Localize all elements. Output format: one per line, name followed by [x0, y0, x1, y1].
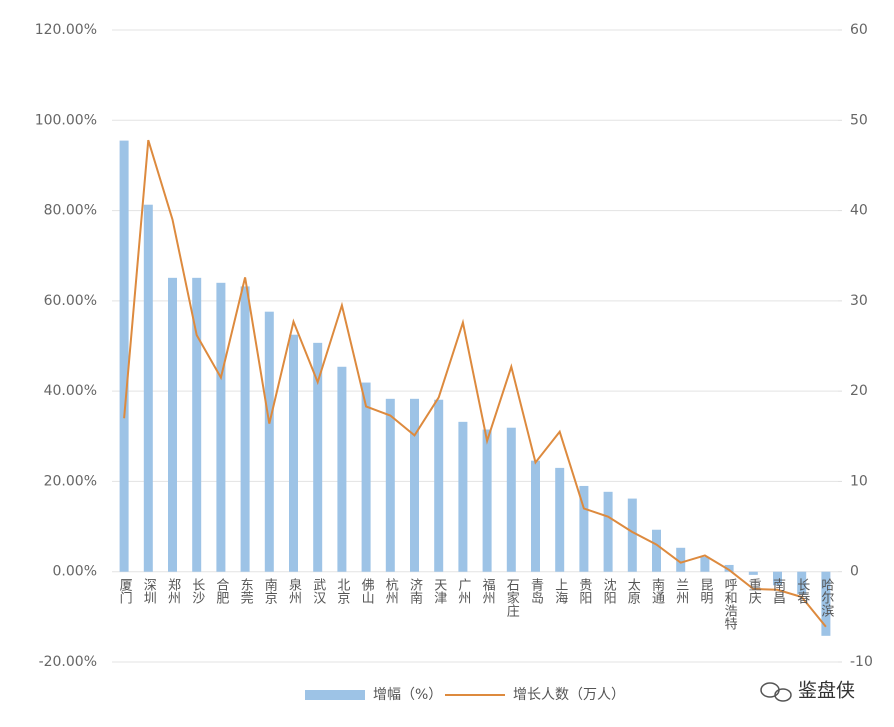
- bar: [603, 491, 613, 572]
- bar: [337, 366, 347, 572]
- x-tick-label: 兰州: [673, 578, 689, 604]
- x-tick-label: 南京: [262, 577, 278, 604]
- legend-swatch: [305, 690, 365, 700]
- legend-label: 增幅（%）: [373, 687, 442, 703]
- x-tick-label: 深圳: [141, 578, 157, 604]
- y-tick-label: -20.00%: [39, 654, 97, 670]
- bar: [216, 282, 226, 572]
- x-tick-label: 东莞: [238, 578, 254, 605]
- bar: [434, 399, 444, 572]
- x-tick-label: 哈尔滨: [818, 578, 834, 617]
- y2-tick-label: 10: [850, 473, 868, 489]
- x-tick-label: 南通: [649, 577, 665, 604]
- bar: [652, 529, 661, 572]
- x-tick-label: 广州: [455, 578, 471, 604]
- bar: [482, 429, 492, 572]
- y-tick-label: 0.00%: [53, 564, 97, 580]
- x-tick-label: 厦门: [117, 578, 133, 604]
- watermark: 鉴盘侠: [798, 680, 855, 702]
- x-tick-label: 南昌: [770, 577, 786, 604]
- y2-tick-label: 40: [850, 203, 868, 219]
- bar: [773, 571, 782, 586]
- x-tick-label: 太原: [625, 578, 641, 604]
- line: [123, 139, 827, 628]
- y2-tick-label: 50: [850, 112, 868, 128]
- bar: [361, 382, 371, 572]
- bar: [289, 334, 298, 572]
- bar: [676, 547, 686, 572]
- x-tick-label: 沈阳: [601, 578, 617, 604]
- bar: [143, 204, 153, 572]
- y-tick-label: 100.00%: [35, 112, 97, 128]
- y-tick-label: 40.00%: [44, 383, 97, 399]
- y2-tick-label: 20: [850, 383, 868, 399]
- bar: [748, 571, 758, 575]
- bar: [821, 571, 831, 636]
- y-tick-label: 60.00%: [44, 293, 97, 309]
- y-tick-label: 80.00%: [44, 203, 97, 219]
- bar: [555, 467, 565, 572]
- x-tick-label: 北京: [334, 578, 350, 604]
- x-tick-label: 呼和浩特: [722, 578, 738, 630]
- y2-tick-label: 0: [850, 564, 859, 580]
- bar: [385, 398, 395, 572]
- legend-label: 增长人数（万人）: [513, 687, 625, 703]
- bar: [313, 342, 323, 572]
- x-tick-label: 长春: [794, 578, 810, 604]
- y2-tick-label: 30: [850, 293, 868, 309]
- x-tick-label: 昆明: [697, 578, 712, 605]
- x-tick-label: 石家庄: [504, 578, 520, 618]
- x-tick-label: 郑州: [165, 578, 181, 604]
- bar: [506, 427, 516, 572]
- x-tick-label: 武汉: [310, 578, 326, 604]
- bar: [627, 498, 637, 572]
- y2-tick-label: 60: [850, 22, 868, 38]
- x-tick-label: 上海: [552, 578, 568, 604]
- bar: [264, 311, 274, 572]
- x-tick-label: 天津: [431, 578, 447, 604]
- bar: [531, 460, 540, 572]
- bar: [458, 421, 468, 572]
- bar: [192, 277, 202, 572]
- x-tick-label: 济南: [407, 578, 423, 604]
- x-tick-label: 重庆: [746, 577, 762, 604]
- bar: [797, 571, 807, 595]
- bar: [240, 286, 250, 572]
- x-tick-label: 合肥: [213, 578, 229, 605]
- x-tick-label: 泉州: [286, 577, 302, 604]
- x-tick-label: 贵阳: [576, 578, 592, 604]
- x-tick-label: 佛山: [359, 578, 375, 604]
- watermark-icon: [760, 682, 792, 702]
- bar: [579, 485, 589, 572]
- x-tick-label: 长沙: [189, 578, 205, 604]
- bar: [724, 564, 734, 572]
- y-tick-label: 20.00%: [44, 473, 97, 489]
- bar: [119, 140, 129, 572]
- y2-tick-label: -10: [850, 654, 873, 670]
- x-tick-label: 青岛: [528, 578, 544, 604]
- bar: [168, 277, 177, 572]
- y-tick-label: 120.00%: [35, 22, 97, 38]
- bar: [410, 398, 419, 572]
- x-tick-label: 福州: [480, 578, 496, 604]
- bar: [700, 556, 710, 572]
- x-tick-label: 杭州: [383, 578, 399, 604]
